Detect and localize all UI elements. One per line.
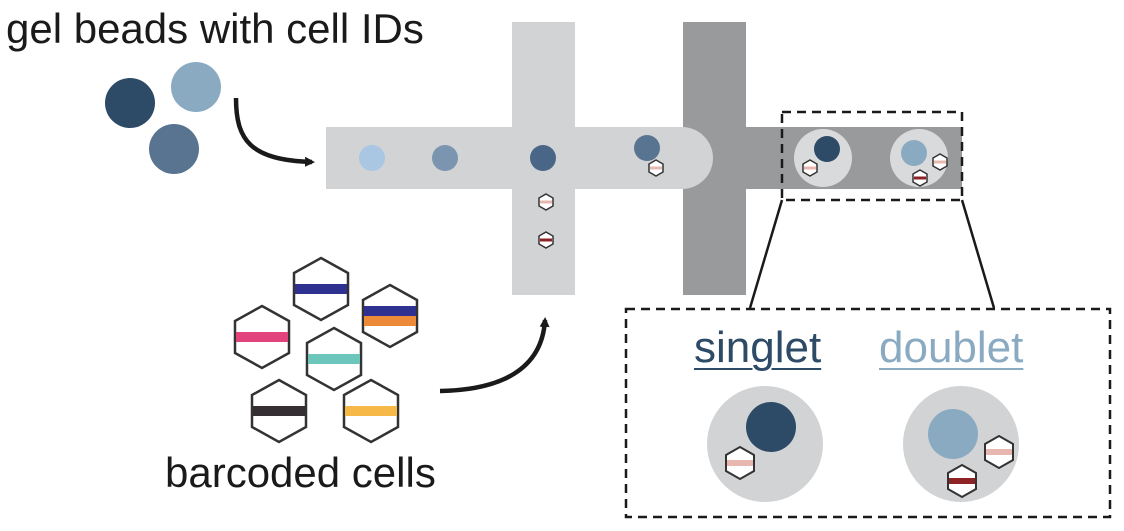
small-cell-icon (932, 153, 948, 171)
zoom-connector-line (748, 199, 784, 309)
singlet-bead (746, 402, 796, 452)
small-cell-icon (802, 159, 818, 177)
doublet-label: doublet (879, 323, 1024, 372)
singlet-label: singlet (694, 323, 822, 372)
output-droplets (794, 129, 948, 187)
light-horizontal-channel (326, 127, 713, 189)
droplet-bead (814, 136, 840, 162)
barcoded-cell-icon (305, 326, 363, 392)
beads-arrow-icon (233, 97, 315, 167)
gel-bead (149, 124, 199, 174)
zoom-callout (624, 110, 1112, 519)
zoom-detail-box (624, 307, 1112, 519)
droplet-bead (901, 140, 927, 166)
doublet-cell-icon (947, 463, 977, 499)
input-gel-beads (105, 62, 221, 174)
singlet-droplet (707, 386, 823, 502)
channel-bead (634, 135, 660, 161)
barcoded-cell-icon (250, 378, 308, 444)
channel-cells (538, 153, 948, 249)
barcoded-cell-icon (292, 256, 350, 322)
barcoded-cells (233, 256, 419, 444)
channel-bead (530, 145, 556, 171)
gel-bead (171, 62, 221, 112)
gel-beads-label: gel beads with cell IDs (6, 5, 424, 52)
channel-bead (359, 145, 385, 171)
doublet-droplet (903, 386, 1019, 502)
cells-arrow-icon (439, 317, 550, 394)
doublet-cell-icon (984, 434, 1014, 470)
small-cell-icon (538, 193, 554, 211)
small-cell-icon (912, 169, 928, 187)
singlet-cell-icon (725, 445, 755, 481)
zoom-connector-line (960, 199, 996, 309)
barcoded-cell-icon (342, 378, 400, 444)
doublet-bead (928, 409, 978, 459)
barcoded-cell-icon (361, 283, 419, 349)
small-cell-icon (538, 231, 554, 249)
barcoded-cell-icon (233, 304, 291, 370)
zoom-source-box (780, 110, 964, 202)
small-cell-icon (648, 159, 664, 177)
barcoded-cells-label: barcoded cells (165, 449, 436, 496)
channel-bead (432, 145, 458, 171)
channel-beads (359, 135, 660, 171)
gel-bead (105, 78, 155, 128)
